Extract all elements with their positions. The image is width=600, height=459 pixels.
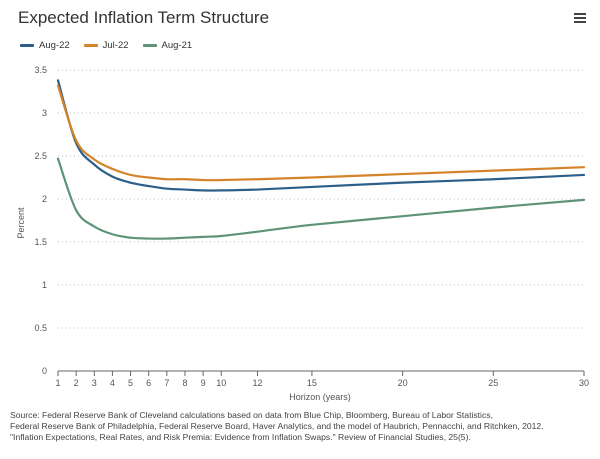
legend-swatch bbox=[20, 44, 34, 47]
y-tick-label: 3 bbox=[42, 108, 47, 118]
series-lines bbox=[56, 79, 586, 240]
hamburger-menu-icon[interactable] bbox=[574, 12, 586, 24]
legend-label: Aug-22 bbox=[39, 40, 70, 51]
series-line-jul-22[interactable] bbox=[56, 84, 586, 182]
footnote-line: Source: Federal Reserve Bank of Clevelan… bbox=[10, 410, 493, 420]
chart-title: Expected Inflation Term Structure bbox=[18, 8, 270, 27]
x-tick-label: 20 bbox=[398, 378, 408, 388]
x-tick-label: 30 bbox=[579, 378, 589, 388]
x-tick-label: 4 bbox=[110, 378, 115, 388]
series-line-aug-22[interactable] bbox=[56, 79, 586, 192]
x-tick-label: 7 bbox=[164, 378, 169, 388]
x-tick-label: 2 bbox=[74, 378, 79, 388]
source-footnote: Source: Federal Reserve Bank of Clevelan… bbox=[10, 410, 595, 443]
legend-item-aug-22[interactable]: Aug-22 bbox=[20, 40, 70, 51]
footnote-line: Federal Reserve Bank of Philadelphia, Fe… bbox=[10, 421, 544, 431]
axes: 00.511.522.533.51 2 3 4 5 6 7 8 9 10 12 15 20 25 30 bbox=[34, 65, 589, 388]
y-tick-label: 0 bbox=[42, 366, 47, 376]
y-tick-label: 1 bbox=[42, 280, 47, 290]
legend-item-aug-21[interactable]: Aug-21 bbox=[142, 40, 193, 51]
y-tick-label: 0.5 bbox=[34, 323, 47, 333]
legend-swatch bbox=[83, 44, 98, 47]
x-tick-label: 3 bbox=[92, 378, 97, 388]
x-tick-label: 9 bbox=[201, 378, 206, 388]
y-tick-label: 2 bbox=[42, 194, 47, 204]
legend-label: Aug-21 bbox=[161, 40, 193, 51]
x-tick-label: 1 bbox=[55, 378, 60, 388]
legend: Aug-22 Jul-22 Aug-21 bbox=[20, 40, 192, 51]
legend-swatch bbox=[142, 44, 157, 47]
line-chart: 00.511.522.533.51 2 3 4 5 6 7 8 9 10 12 15 20 25 30 Pe… bbox=[16, 65, 589, 402]
y-axis-label: Percent bbox=[16, 207, 26, 239]
legend-label: Jul-22 bbox=[102, 40, 129, 51]
footnote-line: "Inflation Expectations, Real Rates, and… bbox=[10, 432, 471, 442]
x-tick-label: 25 bbox=[488, 378, 498, 388]
x-tick-label: 8 bbox=[182, 378, 187, 388]
y-tick-label: 3.5 bbox=[34, 65, 47, 75]
y-tick-label: 2.5 bbox=[34, 151, 47, 161]
grid-lines bbox=[58, 69, 584, 329]
x-axis-label: Horizon (years) bbox=[289, 392, 351, 402]
y-tick-label: 1.5 bbox=[34, 237, 47, 247]
x-tick-label: 6 bbox=[146, 378, 151, 388]
series-line-aug-21[interactable] bbox=[56, 157, 586, 240]
x-tick-label: 15 bbox=[307, 378, 317, 388]
legend-item-jul-22[interactable]: Jul-22 bbox=[83, 40, 129, 51]
x-tick-label: 5 bbox=[128, 378, 133, 388]
x-tick-label: 12 bbox=[253, 378, 263, 388]
x-tick-label: 10 bbox=[216, 378, 226, 388]
